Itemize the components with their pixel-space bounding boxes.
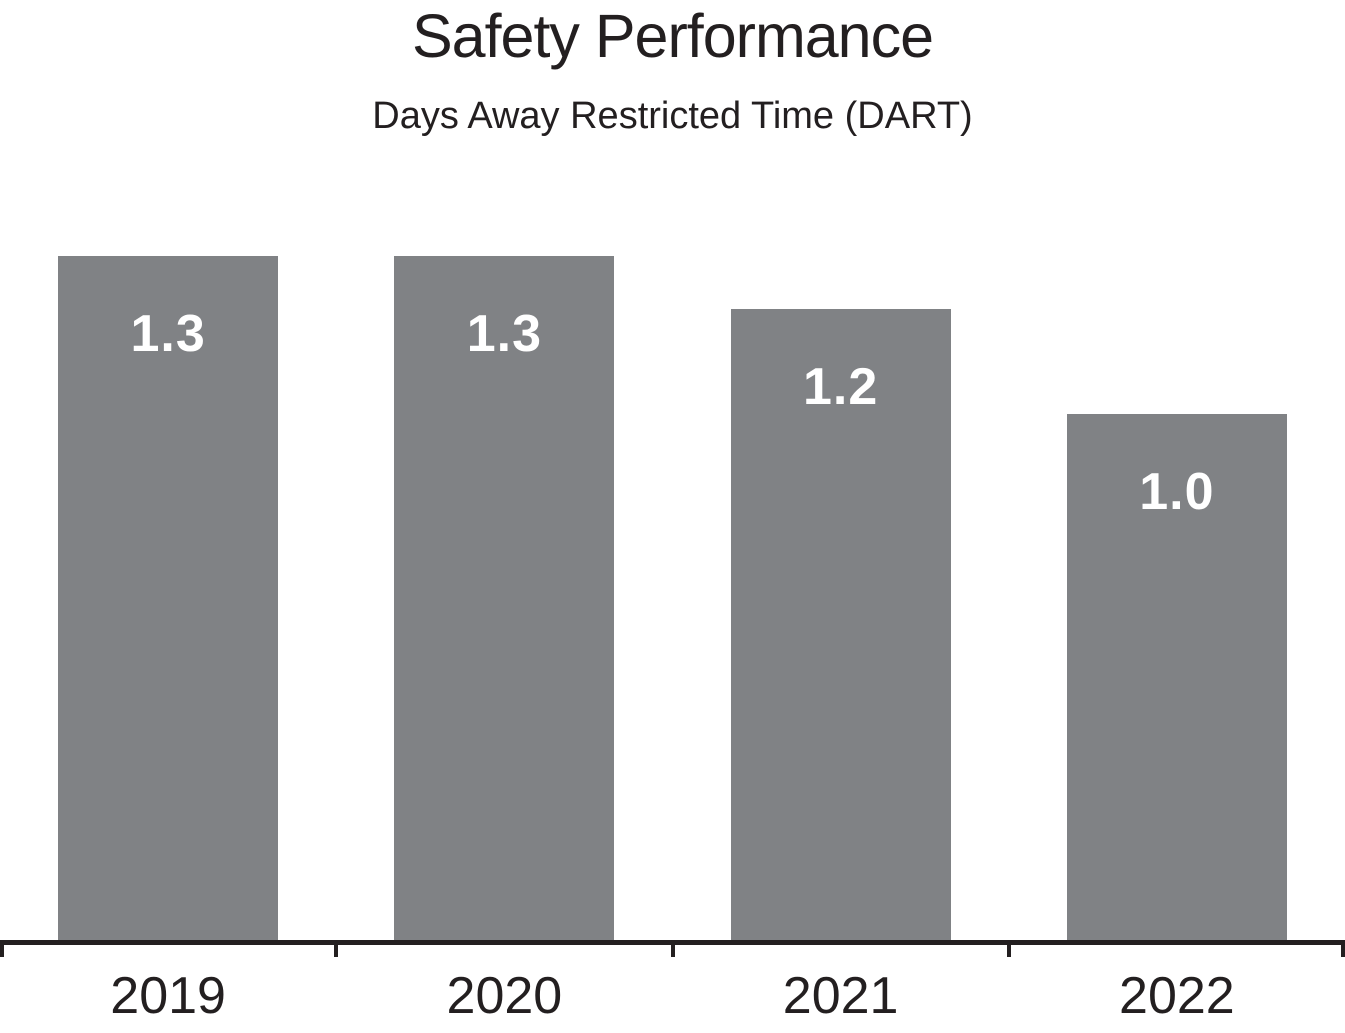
axis-tick bbox=[1006, 940, 1011, 957]
bar-value-label-2020: 1.3 bbox=[466, 305, 543, 363]
x-axis-label-2021: 2021 bbox=[782, 967, 899, 1025]
bar-group-2021: 1.2 bbox=[673, 256, 1009, 940]
axis-tick bbox=[670, 940, 675, 957]
x-axis-label-2019: 2019 bbox=[110, 967, 226, 1025]
bar-2022: 1.0 bbox=[1066, 413, 1287, 940]
bar-2020: 1.3 bbox=[394, 256, 615, 940]
chart-header: Safety Performance Days Away Restricted … bbox=[0, 0, 1345, 138]
bar-value-label-2019: 1.3 bbox=[130, 305, 206, 363]
chart-title: Safety Performance bbox=[411, 2, 934, 70]
bar-2021: 1.2 bbox=[730, 308, 951, 940]
bar-value-label-2021: 1.2 bbox=[802, 357, 879, 416]
bar-group-2020: 1.3 bbox=[336, 256, 672, 940]
axis-tick bbox=[1341, 940, 1345, 957]
axis-tick bbox=[0, 940, 4, 957]
plot-area: 1.3 1.3 1.2 1.0 bbox=[0, 256, 1345, 940]
bar-2019: 1.3 bbox=[58, 256, 279, 940]
bar-group-2022: 1.0 bbox=[1009, 256, 1345, 940]
axis-tick bbox=[334, 940, 339, 957]
bar-group-2019: 1.3 bbox=[0, 256, 336, 940]
chart-subtitle: Days Away Restricted Time (DART) bbox=[372, 95, 973, 137]
x-axis-labels: 2019 2020 2021 2022 bbox=[0, 966, 1345, 1026]
bar-value-label-2022: 1.0 bbox=[1139, 462, 1215, 521]
x-axis-label-2020: 2020 bbox=[446, 967, 563, 1025]
x-axis-label-2022: 2022 bbox=[1119, 967, 1235, 1025]
